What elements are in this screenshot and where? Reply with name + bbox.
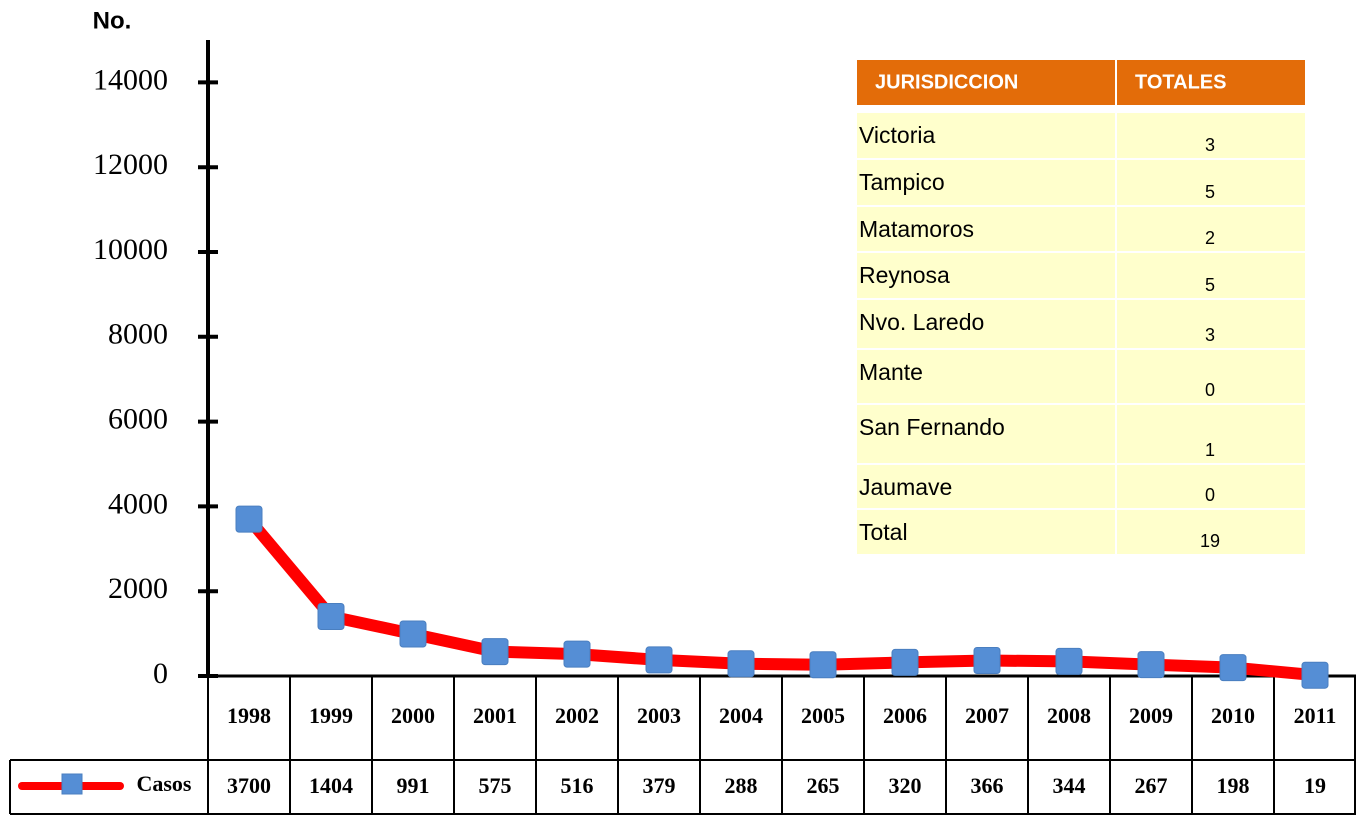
table-cell-bg — [1117, 350, 1305, 403]
data-table-value: 379 — [643, 773, 676, 798]
marker — [727, 650, 755, 678]
x-tick-label: 2009 — [1129, 703, 1173, 728]
table-cell-bg — [857, 253, 1115, 298]
marker — [1219, 654, 1247, 682]
table-header-bg — [1117, 60, 1305, 105]
table-cell-bg — [857, 160, 1115, 205]
data-table-value: 288 — [725, 773, 758, 798]
y-tick-label: 4000 — [108, 487, 168, 520]
y-tick-label: 0 — [153, 657, 168, 690]
marker — [317, 602, 345, 630]
table-cell: Matamoros — [859, 216, 974, 242]
table-cell-bg — [857, 510, 1115, 554]
x-tick-label: 2008 — [1047, 703, 1091, 728]
table-cell: 0 — [1205, 380, 1215, 400]
table-cell-bg — [857, 113, 1115, 158]
x-tick-label: 2001 — [473, 703, 517, 728]
marker — [1055, 647, 1083, 675]
table-header: TOTALES — [1135, 71, 1226, 93]
marker — [809, 651, 837, 679]
x-tick-label: 2011 — [1294, 703, 1337, 728]
y-tick-label: 8000 — [108, 318, 168, 351]
x-tick-label: 2004 — [719, 703, 763, 728]
table-cell-bg — [857, 465, 1115, 508]
table-cell: 2 — [1205, 228, 1215, 248]
x-tick-label: 2003 — [637, 703, 681, 728]
x-tick-label: 1998 — [227, 703, 271, 728]
marker — [891, 648, 919, 676]
data-table-value: 3700 — [227, 773, 271, 798]
table-cell: 0 — [1205, 485, 1215, 505]
y-tick-label: 14000 — [93, 63, 168, 96]
table-cell: Jaumave — [859, 474, 952, 500]
table-cell-bg — [1117, 300, 1305, 348]
x-tick-label: 2000 — [391, 703, 435, 728]
table-cell-bg — [1117, 160, 1305, 205]
table-cell: San Fernando — [859, 414, 1005, 440]
data-table-value: 19 — [1304, 773, 1326, 798]
table-cell: 3 — [1205, 325, 1215, 345]
data-table-value: 991 — [397, 773, 430, 798]
table-cell-bg — [1117, 510, 1305, 554]
data-table-value: 344 — [1053, 773, 1086, 798]
data-table-value: 267 — [1135, 773, 1168, 798]
x-tick-label: 1999 — [309, 703, 353, 728]
table-cell-bg — [857, 300, 1115, 348]
y-tick-label: 12000 — [93, 148, 168, 181]
marker — [1301, 661, 1329, 689]
table-cell: 5 — [1205, 182, 1215, 202]
y-tick-label: 2000 — [108, 572, 168, 605]
legend-marker — [61, 773, 83, 795]
table-cell: Mante — [859, 359, 923, 385]
data-table-value: 366 — [971, 773, 1004, 798]
table-cell-bg — [1117, 113, 1305, 158]
table-cell: Tampico — [859, 169, 945, 195]
table-cell: 19 — [1200, 531, 1220, 551]
data-table-value: 198 — [1217, 773, 1250, 798]
data-table-value: 1404 — [309, 773, 353, 798]
table-cell: 5 — [1205, 275, 1215, 295]
table-cell: Reynosa — [859, 262, 950, 288]
table-cell-bg — [1117, 253, 1305, 298]
x-tick-label: 2002 — [555, 703, 599, 728]
marker — [563, 640, 591, 668]
table-cell-bg — [857, 207, 1115, 251]
data-table-value: 516 — [561, 773, 594, 798]
x-tick-label: 2005 — [801, 703, 845, 728]
marker — [1137, 651, 1165, 679]
table-cell-bg — [1117, 465, 1305, 508]
table-header-bg — [857, 60, 1115, 105]
marker — [481, 638, 509, 666]
table-cell: 3 — [1205, 135, 1215, 155]
data-table-value: 265 — [807, 773, 840, 798]
table-cell-bg — [857, 405, 1115, 463]
data-table-value: 575 — [479, 773, 512, 798]
table-cell: Nvo. Laredo — [859, 309, 984, 335]
line — [243, 513, 1321, 682]
table-header: JURISDICCION — [875, 71, 1018, 93]
y-tick-label: 10000 — [93, 233, 168, 266]
table-cell-bg — [1117, 405, 1305, 463]
x-tick-label: 2010 — [1211, 703, 1255, 728]
table-cell-bg — [1117, 207, 1305, 251]
data-table-value: 320 — [889, 773, 922, 798]
y-axis-label: No. — [93, 7, 132, 34]
x-tick-label: 2007 — [965, 703, 1009, 728]
marker — [973, 646, 1001, 674]
table-cell-bg — [857, 350, 1115, 403]
table-cell: Victoria — [859, 122, 935, 148]
table-cell: Total — [859, 519, 908, 545]
marker — [645, 646, 673, 674]
table-cell: 1 — [1205, 440, 1215, 460]
marker — [235, 505, 263, 533]
y-tick-label: 6000 — [108, 402, 168, 435]
marker — [399, 620, 427, 648]
x-tick-label: 2006 — [883, 703, 927, 728]
legend-label: Casos — [136, 771, 191, 796]
